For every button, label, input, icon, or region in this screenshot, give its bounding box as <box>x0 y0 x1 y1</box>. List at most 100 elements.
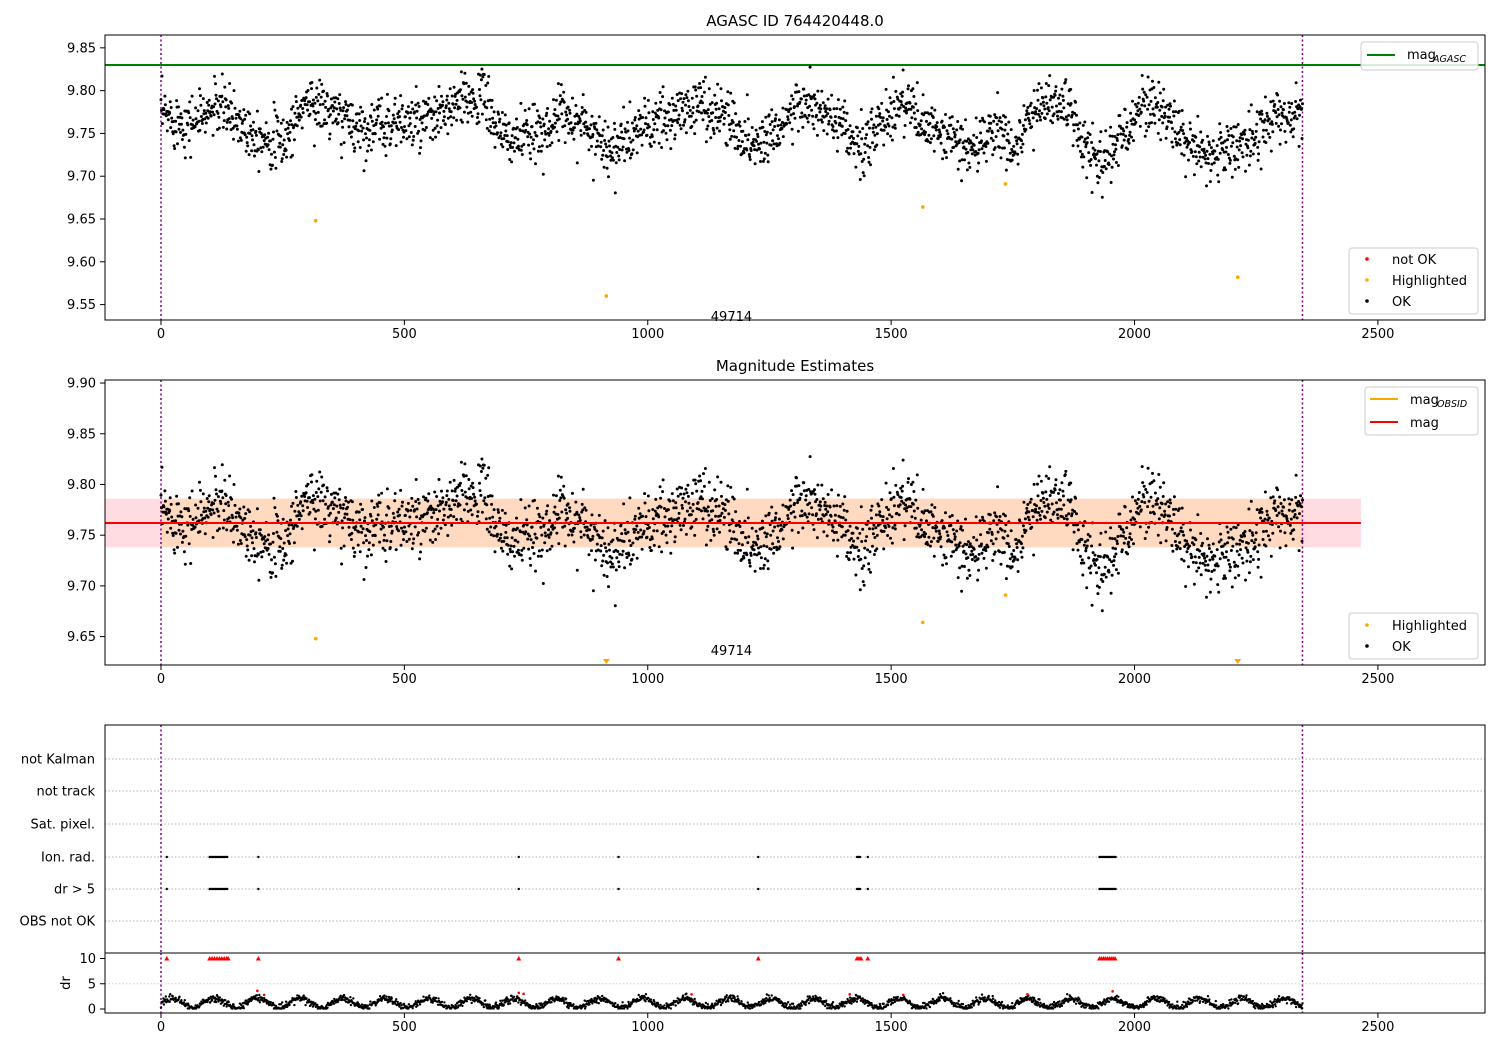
ok-point <box>177 502 180 506</box>
ok-point <box>892 504 896 508</box>
ok-point <box>815 101 819 105</box>
ok-point <box>418 557 422 561</box>
ok-point <box>990 532 994 536</box>
ok-point <box>460 94 464 98</box>
ok-point <box>1128 532 1132 536</box>
ok-point <box>990 131 994 135</box>
ok-point <box>835 504 839 508</box>
ok-point <box>855 526 859 530</box>
ok-point <box>865 122 869 126</box>
ok-point <box>889 101 893 105</box>
ok-point <box>1294 473 1298 477</box>
ok-point <box>471 91 475 95</box>
ok-point <box>841 502 845 506</box>
ok-point <box>771 529 775 533</box>
ok-point <box>694 482 698 486</box>
ok-point <box>281 143 285 147</box>
ok-point <box>191 517 195 521</box>
ok-point <box>882 143 886 147</box>
ok-point <box>698 82 702 85</box>
ok-point <box>1213 554 1217 558</box>
ok-point <box>723 106 727 110</box>
ok-point <box>705 127 709 131</box>
ok-point <box>186 123 190 127</box>
ok-point <box>1199 532 1203 535</box>
ok-point <box>661 85 665 89</box>
ok-point <box>463 95 467 99</box>
ok-point <box>415 507 419 511</box>
ok-point <box>368 128 372 132</box>
ok-point <box>1036 98 1040 102</box>
ok-point <box>450 94 454 98</box>
ok-point <box>677 516 681 520</box>
ok-point <box>255 109 259 113</box>
ok-point <box>470 497 474 500</box>
ok-point <box>1209 550 1213 554</box>
ok-point <box>830 93 834 97</box>
ok-point <box>1136 497 1140 501</box>
ok-point <box>957 141 961 145</box>
ok-point <box>1133 118 1136 122</box>
ok-point <box>861 171 865 175</box>
ok-point <box>334 117 338 121</box>
ok-point <box>1273 103 1277 106</box>
ok-point <box>1232 154 1236 158</box>
ok-point <box>726 499 730 503</box>
ok-point <box>260 555 264 559</box>
ok-point <box>257 170 261 173</box>
ok-point <box>1019 146 1023 150</box>
ok-point <box>1057 96 1060 100</box>
ok-point <box>204 121 208 125</box>
ok-point <box>668 128 672 132</box>
ok-point <box>637 109 641 113</box>
ok-point <box>485 126 489 130</box>
ok-point <box>1122 138 1126 142</box>
ok-point <box>440 94 443 98</box>
ok-point <box>915 473 919 477</box>
ok-point <box>445 94 449 98</box>
ok-point <box>252 143 256 147</box>
ok-point <box>530 125 534 129</box>
ok-point <box>188 116 192 120</box>
ok-point <box>697 507 701 511</box>
ok-point <box>811 513 815 517</box>
ok-point <box>436 107 440 110</box>
ok-point <box>497 112 500 116</box>
ok-point <box>1088 534 1092 538</box>
ok-point <box>306 482 310 486</box>
ok-point <box>850 537 853 540</box>
ok-point <box>770 108 774 112</box>
ok-point <box>928 544 932 548</box>
ok-point <box>534 162 537 166</box>
ok-point <box>971 553 975 556</box>
ok-point <box>431 529 435 533</box>
ok-point <box>327 513 331 517</box>
ok-point <box>565 113 569 117</box>
ok-point <box>414 500 418 503</box>
ok-point <box>229 529 233 533</box>
ok-point <box>803 513 807 517</box>
ok-point <box>328 113 332 117</box>
ok-point <box>259 533 263 537</box>
ok-point <box>781 135 785 139</box>
ok-point <box>562 496 566 500</box>
ok-point <box>537 145 541 149</box>
highlighted-point <box>1003 182 1008 186</box>
ok-point <box>291 153 294 157</box>
ok-point <box>970 152 974 156</box>
ok-point <box>769 533 773 537</box>
ok-point <box>503 113 507 117</box>
ok-point <box>1104 167 1108 171</box>
ok-point <box>867 562 871 566</box>
ok-point <box>706 505 710 509</box>
flag-marker <box>858 855 862 859</box>
ok-point <box>1107 163 1111 167</box>
ok-point <box>1245 559 1249 563</box>
ok-point <box>616 145 620 149</box>
ok-point <box>410 547 414 551</box>
ok-point <box>1277 511 1281 515</box>
ok-point <box>763 557 767 561</box>
ok-point <box>540 144 544 148</box>
ok-point <box>324 502 328 506</box>
ok-point <box>248 112 252 116</box>
